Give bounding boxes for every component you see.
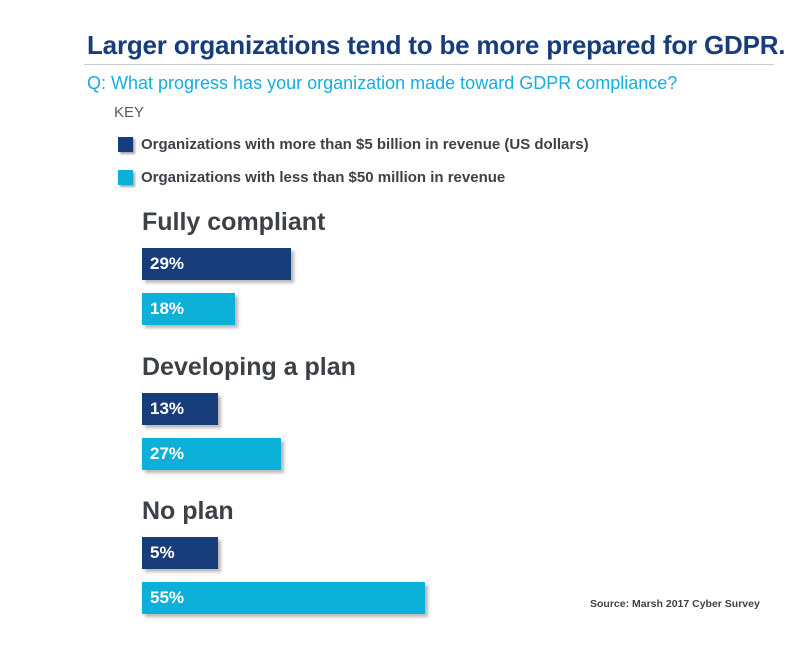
bar-value-label: 55% xyxy=(150,588,185,607)
legend-item-large-org: Organizations with more than $5 billion … xyxy=(118,134,589,154)
legend-key-label: KEY xyxy=(114,104,145,121)
bar-no-plan-large-org: 5% xyxy=(142,537,218,569)
legend-swatch-small-org xyxy=(118,169,133,185)
chart-subtitle: Q: What progress has your organization m… xyxy=(87,73,678,93)
legend-swatch-large-org xyxy=(118,136,133,152)
bar-value-label: 29% xyxy=(150,254,185,273)
bar-value-label: 13% xyxy=(150,399,185,418)
category-label-fully-compliant: Fully compliant xyxy=(142,208,326,236)
bar-no-plan-small-org: 55% xyxy=(142,582,425,614)
legend-item-small-org: Organizations with less than $50 million… xyxy=(118,167,505,187)
source-note: Source: Marsh 2017 Cyber Survey xyxy=(590,598,760,610)
bar-value-label: 18% xyxy=(150,299,185,318)
category-label-no-plan: No plan xyxy=(142,497,234,525)
bar-fully-compliant-small-org: 18% xyxy=(142,293,235,325)
bar-fully-compliant-large-org: 29% xyxy=(142,248,291,280)
legend-label-small-org: Organizations with less than $50 million… xyxy=(141,168,506,186)
legend-label-large-org: Organizations with more than $5 billion … xyxy=(141,135,589,153)
bar-developing-a-plan-large-org: 13% xyxy=(142,393,218,425)
bar-developing-a-plan-small-org: 27% xyxy=(142,438,281,470)
bar-value-label: 27% xyxy=(150,444,185,463)
title-divider xyxy=(84,64,774,65)
bar-value-label: 5% xyxy=(150,543,175,562)
chart-title: Larger organizations tend to be more pre… xyxy=(87,30,786,60)
category-label-developing-a-plan: Developing a plan xyxy=(142,353,356,381)
